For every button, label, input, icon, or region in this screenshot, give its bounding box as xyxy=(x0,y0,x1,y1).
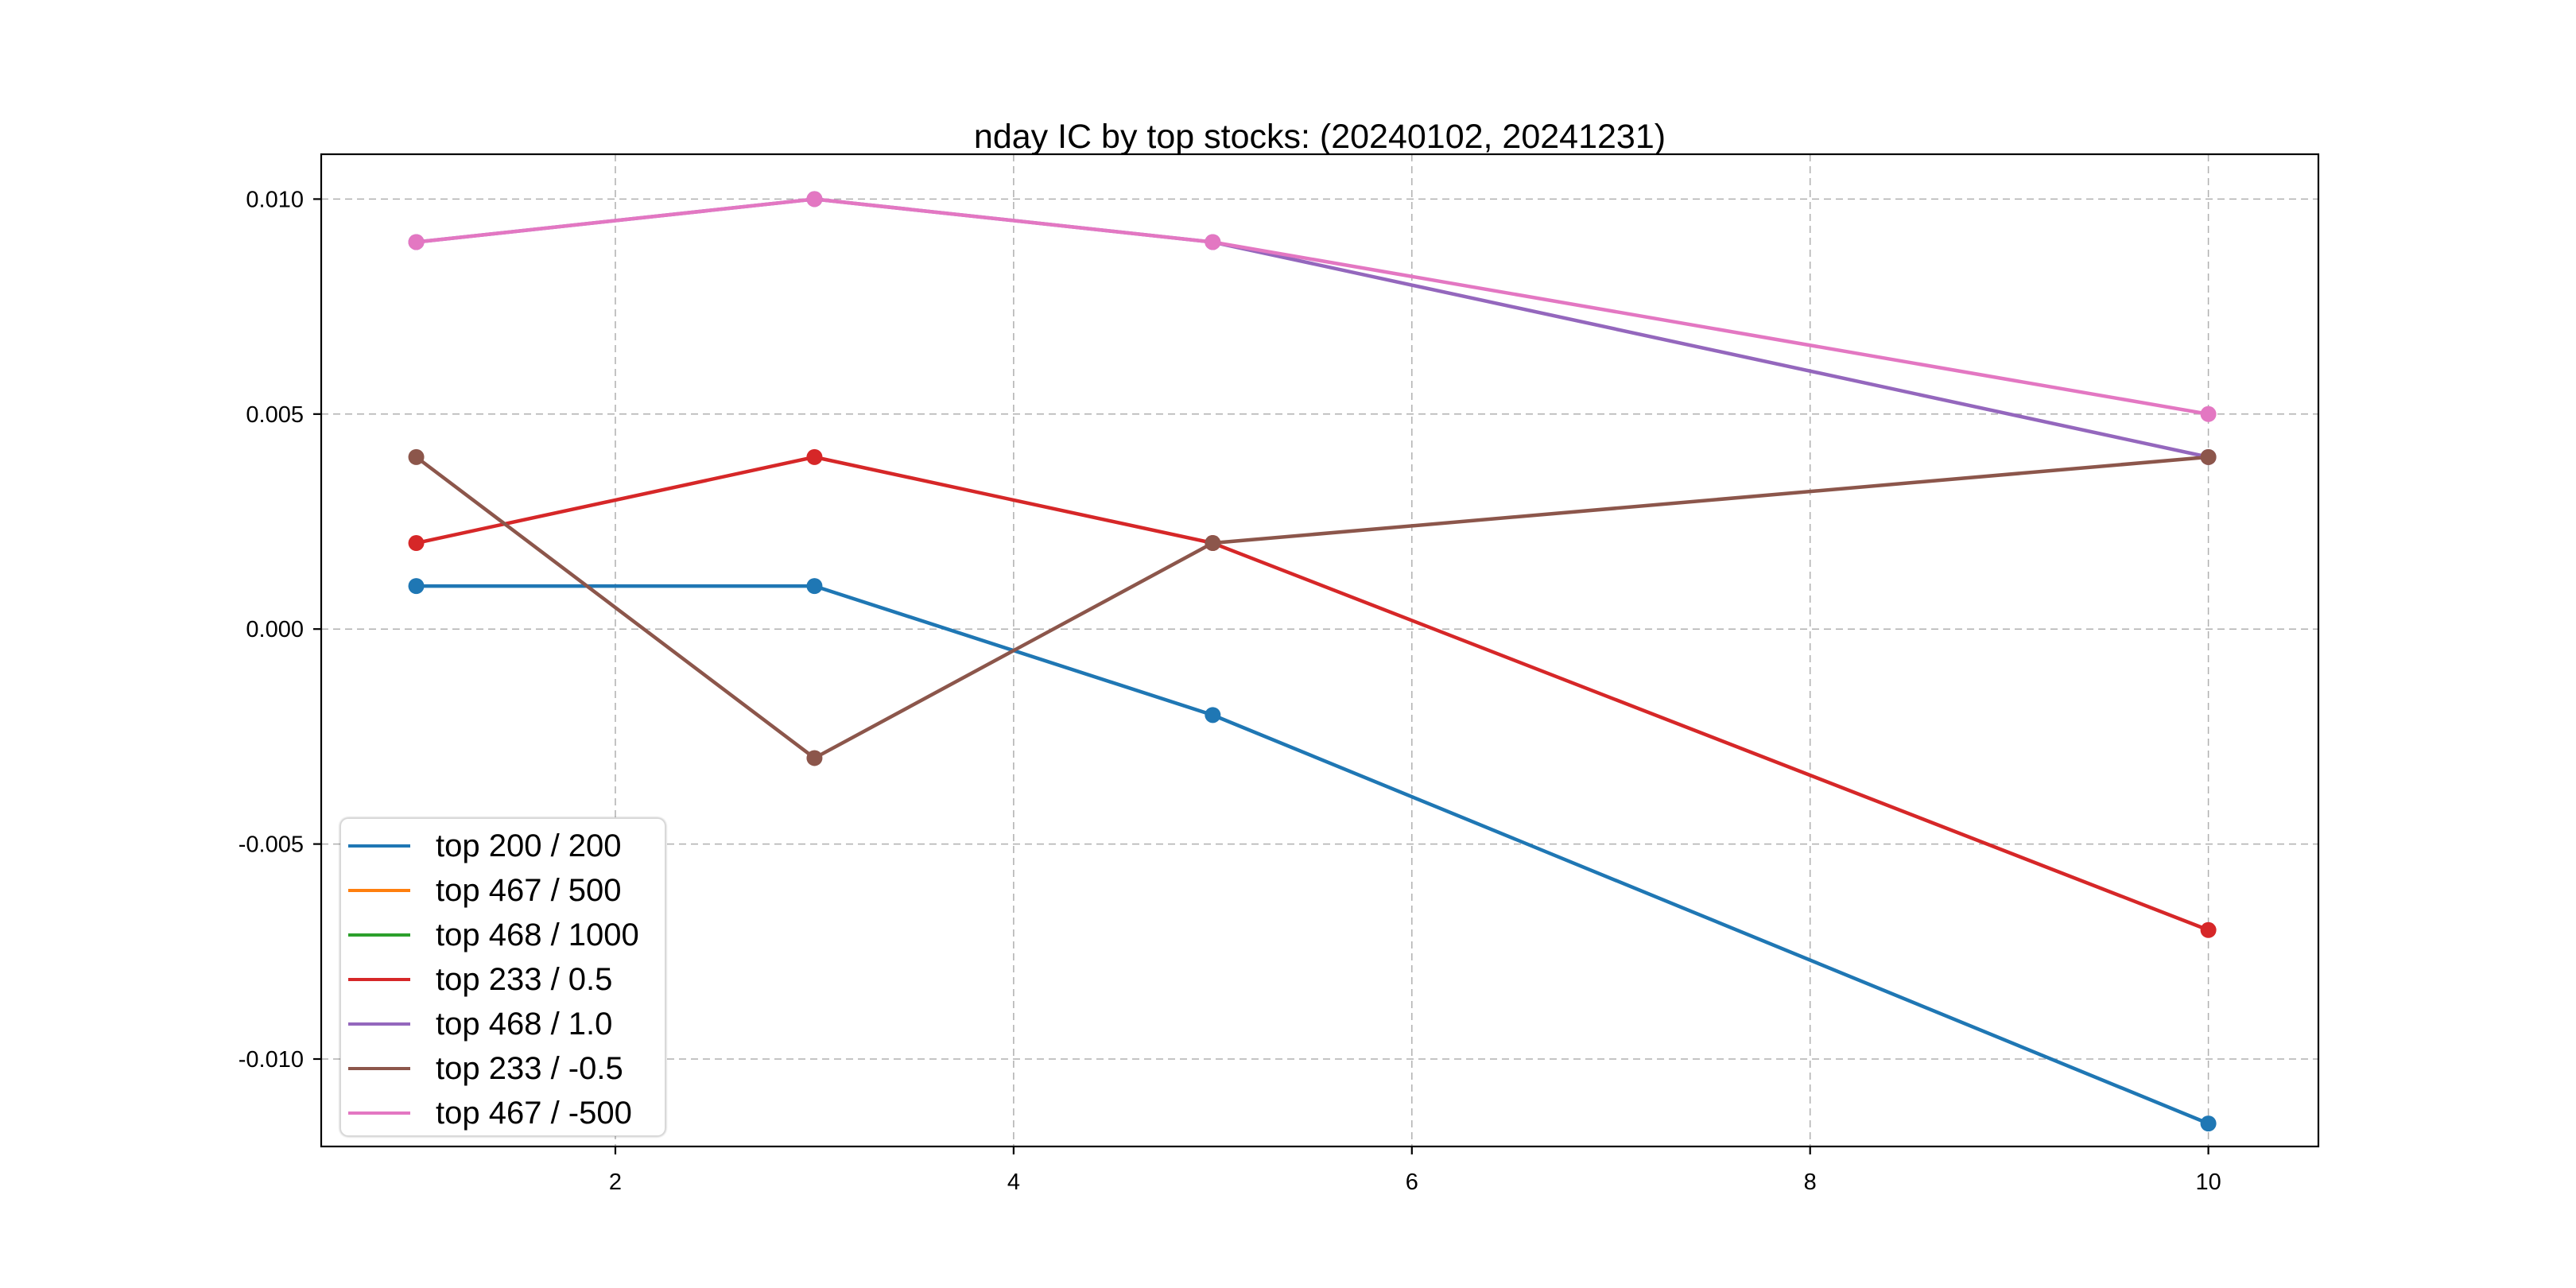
svg-text:0.010: 0.010 xyxy=(246,187,304,212)
svg-text:0.000: 0.000 xyxy=(246,617,304,642)
svg-text:8: 8 xyxy=(1804,1170,1817,1195)
svg-text:-0.010: -0.010 xyxy=(239,1047,304,1073)
svg-text:4: 4 xyxy=(1007,1170,1020,1195)
svg-text:6: 6 xyxy=(1406,1170,1418,1195)
svg-text:-0.005: -0.005 xyxy=(239,832,304,858)
svg-text:2: 2 xyxy=(609,1170,622,1195)
svg-text:10: 10 xyxy=(2195,1170,2221,1195)
svg-text:0.005: 0.005 xyxy=(246,402,304,428)
svg-text:nday IC by top stocks: (202401: nday IC by top stocks: (20240102, 202412… xyxy=(974,118,1666,156)
